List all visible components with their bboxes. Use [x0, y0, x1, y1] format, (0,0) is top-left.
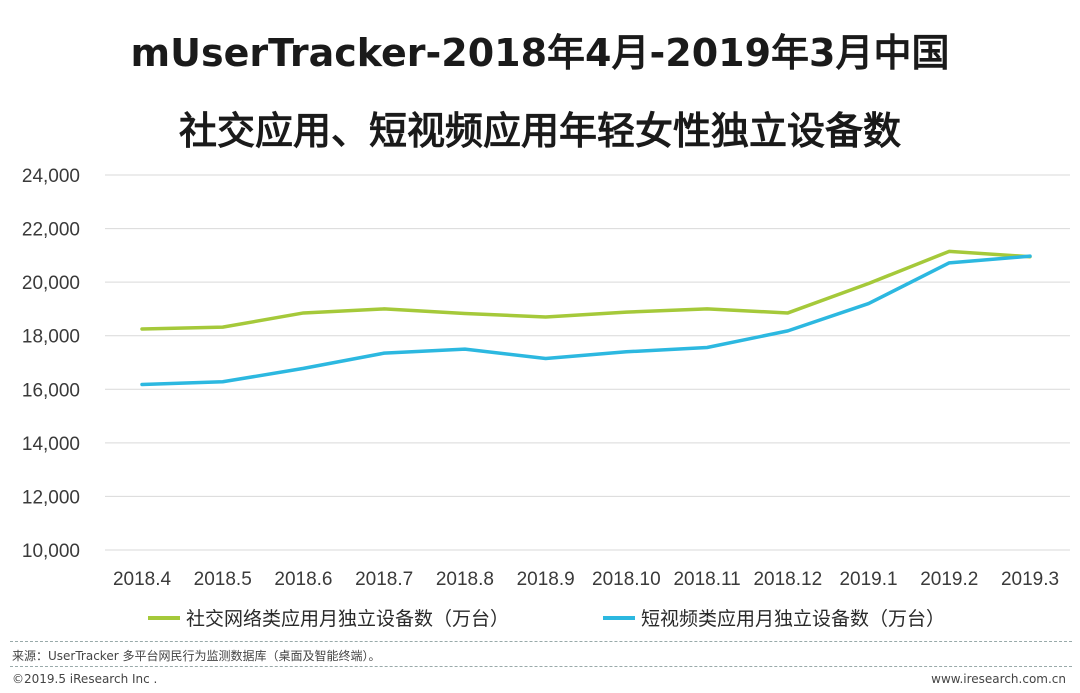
- x-tick-label: 2019.2: [920, 569, 978, 590]
- data-point: [544, 357, 547, 360]
- x-tick-label: 2018.9: [517, 569, 575, 590]
- legend-label: 短视频类应用月独立设备数（万台）: [641, 608, 945, 630]
- data-point: [867, 282, 870, 285]
- data-point: [786, 311, 790, 315]
- series-line-social: [140, 249, 1032, 331]
- x-tick-label: 2018.11: [673, 569, 740, 590]
- footer-divider-bottom: [10, 666, 1072, 667]
- data-point: [625, 310, 628, 314]
- data-point: [221, 380, 224, 383]
- y-tick-label: 24,000: [22, 166, 80, 187]
- y-tick-label: 12,000: [22, 487, 80, 508]
- footer-divider-top: [10, 641, 1072, 642]
- y-tick-label: 10,000: [22, 541, 80, 562]
- data-point: [382, 307, 386, 311]
- series-lines: [140, 249, 1032, 387]
- footer-source: 来源：UserTracker 多平台网民行为监测数据库（桌面及智能终端）。: [12, 649, 381, 663]
- data-point: [1028, 254, 1032, 258]
- chart-title-line2: 社交应用、短视频应用年轻女性独立设备数: [178, 109, 901, 153]
- data-point: [544, 315, 547, 319]
- x-tick-label: 2018.7: [355, 569, 413, 590]
- data-point: [302, 367, 305, 370]
- x-tick-label: 2019.1: [839, 569, 897, 590]
- data-point: [463, 347, 467, 351]
- y-tick-label: 20,000: [22, 273, 80, 294]
- legend: 社交网络类应用月独立设备数（万台） 短视频类应用月独立设备数（万台）: [148, 608, 945, 630]
- data-point: [625, 350, 628, 353]
- data-point: [705, 307, 709, 311]
- x-tick-label: 2018.12: [753, 569, 822, 590]
- data-point: [463, 312, 467, 315]
- data-point: [382, 351, 386, 355]
- y-tick-label: 18,000: [22, 327, 80, 348]
- y-tick-label: 14,000: [22, 434, 80, 455]
- x-tick-label: 2018.6: [274, 569, 332, 590]
- chart-title-line1: mUserTracker-2018年4月-2019年3月中国: [130, 31, 950, 75]
- y-axis-ticks: 10,000 12,000 14,000 16,000 18,000 20,000 22,0…: [22, 166, 80, 562]
- data-point: [140, 383, 144, 386]
- series-line-short-video: [140, 254, 1032, 387]
- data-point: [302, 311, 305, 315]
- legend-label: 社交网络类应用月独立设备数（万台）: [186, 608, 509, 630]
- data-point: [867, 302, 870, 305]
- data-point: [705, 346, 709, 349]
- data-point: [948, 261, 951, 265]
- x-axis-ticks: 2018.4 2018.5 2018.6 2018.7 2018.8 2018.9 2018…: [113, 569, 1059, 590]
- x-tick-label: 2019.3: [1001, 569, 1059, 590]
- x-tick-label: 2018.4: [113, 569, 172, 590]
- data-point: [948, 250, 951, 253]
- x-tick-label: 2018.5: [194, 569, 252, 590]
- footer-website[interactable]: www.iresearch.com.cn: [931, 672, 1066, 686]
- x-tick-label: 2018.10: [592, 569, 661, 590]
- y-tick-label: 22,000: [22, 220, 80, 241]
- data-point: [140, 327, 144, 331]
- footer-copyright: ©2019.5 iResearch Inc .: [12, 672, 158, 686]
- gridlines: [105, 174, 1070, 551]
- y-tick-label: 16,000: [22, 380, 80, 401]
- data-point: [786, 329, 790, 333]
- x-tick-label: 2018.8: [436, 569, 494, 590]
- data-point: [221, 325, 224, 329]
